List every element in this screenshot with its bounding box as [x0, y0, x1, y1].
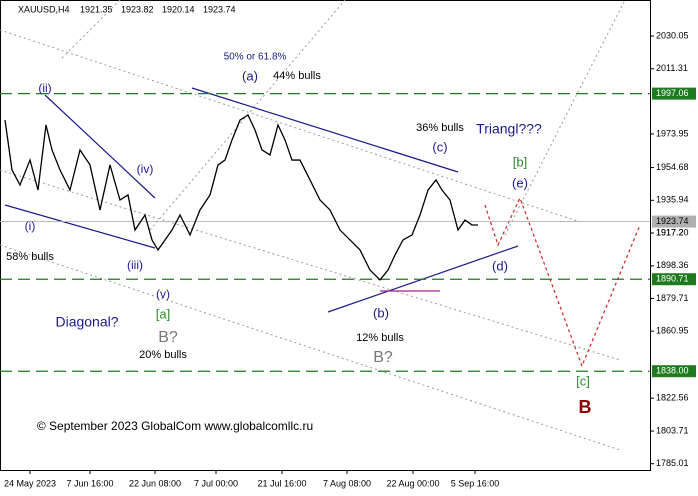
annotation: Triangl??? [476, 121, 542, 137]
annotation: © September 2023 GlobalCom www.globalcom… [37, 419, 313, 433]
x-tick-label: 7 Jun 16:00 [66, 478, 113, 488]
annotation: (c) [432, 139, 447, 154]
annotation: (ii) [38, 81, 51, 95]
annotation: B? [158, 329, 178, 346]
y-tick-label: 1935.94 [656, 195, 689, 205]
annotation: [a] [156, 306, 170, 321]
ohlc-value: 1923.74 [203, 4, 236, 14]
x-tick-label: 7 Jul 00:00 [194, 478, 238, 488]
x-tick-label: 24 May 2023 [4, 478, 56, 488]
annotation: (a) [242, 68, 258, 83]
ohlc-value: 1923.82 [121, 4, 154, 14]
level-label: 1890.71 [656, 274, 689, 284]
ohlc-value: 1921.35 [80, 4, 113, 14]
y-tick-label: 2011.31 [656, 63, 688, 73]
y-tick-label: 1879.71 [656, 293, 689, 303]
annotation: 58% bulls [6, 251, 54, 263]
y-tick-label: 1898.36 [656, 260, 689, 270]
level-label: 1923.74 [656, 216, 689, 226]
annotation: B [579, 397, 592, 417]
ohlc-value: 1920.14 [162, 4, 195, 14]
level-label: 1997.06 [656, 88, 689, 98]
price-line [4, 114, 478, 281]
x-tick-label: 21 Jul 16:00 [257, 478, 306, 488]
level-label: 1838.00 [656, 366, 689, 376]
level-box [652, 273, 696, 286]
annotation: Diagonal? [55, 314, 118, 330]
y-tick-label: 1917.20 [656, 227, 689, 237]
annotation: [b] [513, 154, 527, 169]
plot-frame [0, 0, 651, 471]
annotation: 44% bulls [273, 70, 321, 82]
annotation: B? [373, 349, 393, 366]
y-tick-label: 1917.2 [656, 227, 684, 237]
annotation: 50% or 61.8% [224, 52, 287, 63]
y-tick-label: 1954.68 [656, 162, 689, 172]
annotation: (iv) [137, 162, 154, 176]
annotation: [c] [576, 373, 590, 388]
y-tick-label: 1803.71 [656, 425, 689, 435]
x-tick-label: 22 Jun 08:00 [129, 478, 181, 488]
y-tick-label: 1822.56 [656, 393, 689, 403]
annotation: (e) [512, 175, 528, 190]
annotation: (b) [373, 305, 389, 320]
annotation: 12% bulls [356, 332, 404, 344]
annotation: (i) [25, 219, 36, 233]
annotation: (v) [156, 287, 170, 301]
level-box [652, 87, 696, 100]
x-tick-label: 22 Aug 00:00 [386, 478, 439, 488]
y-tick-label: 1973.95 [656, 128, 689, 138]
x-tick-label: 7 Aug 08:00 [323, 478, 371, 488]
y-tick-label: 1860.95 [656, 326, 689, 336]
annotation: 36% bulls [416, 122, 464, 134]
y-tick-label: 2030.05 [656, 30, 689, 40]
annotation: (d) [492, 258, 508, 273]
x-tick-label: 5 Sep 16:00 [451, 478, 500, 488]
level-box [652, 215, 696, 228]
annotation: 20% bulls [139, 349, 187, 361]
annotation: (iii) [127, 258, 143, 272]
y-tick-label: 1785.01 [656, 458, 689, 468]
level-box [652, 365, 696, 378]
symbol: XAUUSD,H4 [18, 4, 70, 14]
